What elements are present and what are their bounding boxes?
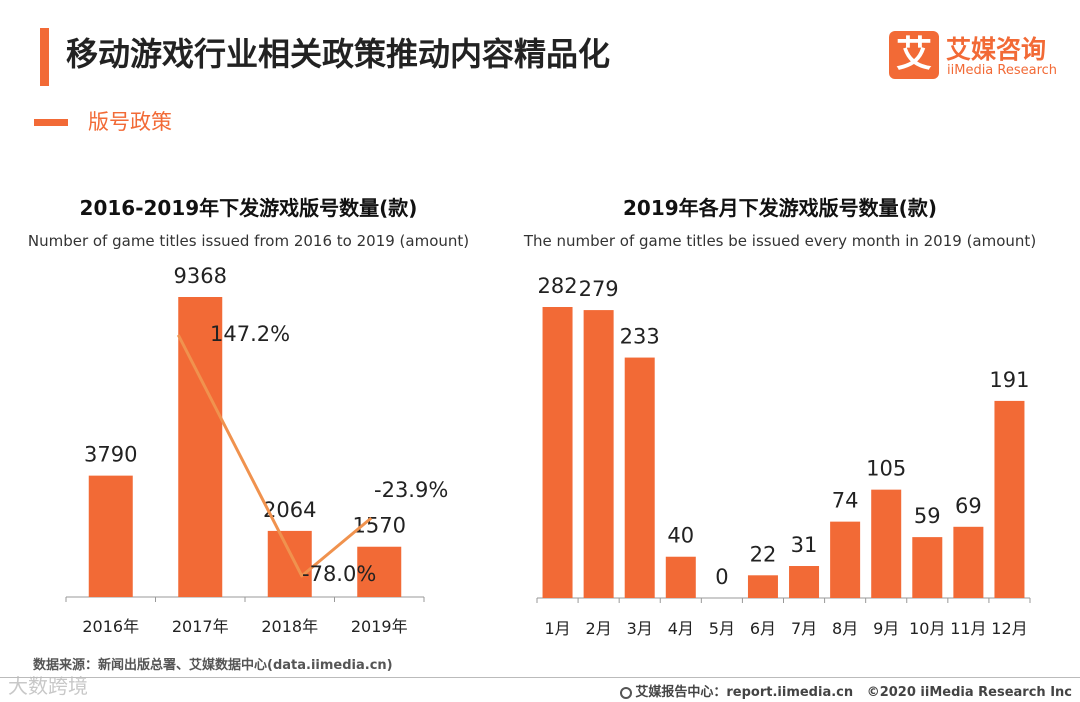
bar (830, 521, 861, 598)
x-tick-label: 9月 (873, 619, 899, 638)
page-title: 移动游戏行业相关政策推动内容精品化 (66, 35, 611, 73)
logo-icon: 艾 (889, 31, 939, 79)
x-tick-label: 8月 (832, 619, 858, 638)
x-tick-label: 12月 (991, 619, 1027, 638)
bar-value-label: 69 (955, 494, 982, 518)
title-accent-bar (40, 28, 49, 86)
x-tick-label: 2月 (586, 619, 612, 638)
logo-text-cn: 艾媒咨询 (946, 35, 1047, 64)
bar-value-label: 191 (989, 368, 1029, 392)
bar (357, 546, 402, 597)
bar-value-label: 279 (579, 277, 619, 301)
bar-value-label: 22 (750, 542, 777, 566)
section-dash (34, 119, 68, 126)
growth-label: -23.9% (374, 478, 448, 502)
bar-value-label: 9368 (174, 264, 227, 288)
bar (267, 530, 312, 597)
bar-value-label: 105 (866, 457, 906, 481)
logo-text-en: iiMedia Research (947, 63, 1058, 78)
x-tick-label: 7月 (791, 619, 817, 638)
bar-value-label: 74 (832, 489, 859, 513)
bar-value-label: 59 (914, 504, 941, 528)
footer-divider (0, 677, 1080, 678)
bar (583, 310, 614, 598)
section-label: 版号政策 (88, 110, 172, 134)
bar-value-label: 282 (537, 274, 577, 298)
x-tick-label: 2016年 (82, 617, 139, 636)
x-tick-label: 2017年 (172, 617, 229, 636)
bar-value-label: 0 (715, 565, 728, 589)
bar (542, 307, 573, 598)
x-tick-label: 2018年 (261, 617, 318, 636)
x-tick-label: 5月 (709, 619, 735, 638)
x-tick-label: 2019年 (351, 617, 408, 636)
report-center: 艾媒报告中心：report.iimedia.cn (635, 685, 854, 700)
bar (994, 400, 1025, 598)
bar (88, 475, 133, 597)
x-tick-label: 10月 (909, 619, 945, 638)
x-tick-label: 4月 (668, 619, 694, 638)
bar (789, 566, 820, 598)
globe-icon (620, 687, 633, 699)
right-chart-subtitle: The number of game titles be issued ever… (523, 232, 1037, 250)
left-chart-subtitle: Number of game titles issued from 2016 t… (27, 232, 470, 250)
right-chart-title: 2019年各月下发游戏版号数量(款) (623, 196, 937, 220)
footer: 艾媒报告中心：report.iimedia.cn ©2020 iiMedia R… (620, 681, 1072, 700)
bar (665, 556, 696, 598)
x-tick-label: 1月 (544, 619, 570, 638)
bar-value-label: 3790 (84, 443, 137, 467)
growth-label: -78.0% (302, 562, 376, 586)
data-source: 数据来源：新闻出版总署、艾媒数据中心(data.iimedia.cn) (33, 658, 393, 673)
bar (624, 357, 655, 598)
bar (953, 526, 984, 598)
x-tick-label: 6月 (750, 619, 776, 638)
watermark: 大数跨境 (8, 674, 88, 698)
growth-label: 147.2% (210, 322, 290, 346)
x-tick-label: 3月 (627, 619, 653, 638)
bar-value-label: 31 (791, 533, 818, 557)
left-chart-title: 2016-2019年下发游戏版号数量(款) (79, 196, 418, 220)
bar-value-label: 40 (667, 524, 694, 548)
bar-value-label: 233 (620, 325, 660, 349)
bar (747, 575, 778, 598)
growth-line (176, 334, 373, 578)
bar (912, 537, 943, 598)
copyright: ©2020 iiMedia Research Inc (866, 685, 1072, 700)
bar (871, 489, 902, 598)
x-tick-label: 11月 (950, 619, 986, 638)
